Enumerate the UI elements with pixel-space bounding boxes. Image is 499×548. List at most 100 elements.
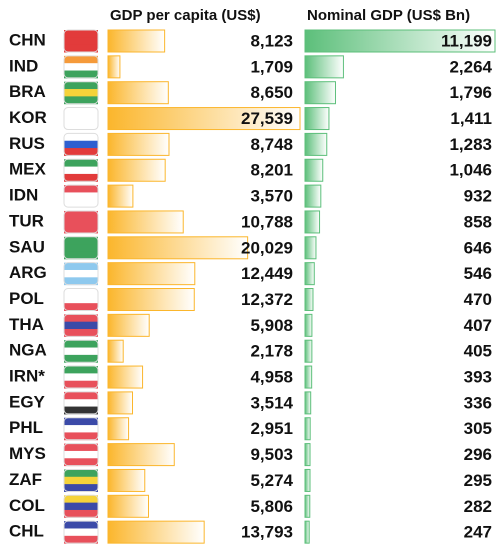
data-bar [107, 313, 150, 337]
flag-stripe [64, 406, 98, 415]
value-label: 5,806 [250, 497, 293, 516]
data-bar [107, 417, 130, 441]
flag-stripe [64, 107, 98, 116]
country-code: THA [9, 315, 44, 334]
value-label: 470 [464, 290, 492, 309]
flag-stripe [64, 262, 98, 271]
flag-stripe [64, 81, 98, 90]
value-label: 27,539 [241, 109, 293, 128]
flag-border [63, 443, 99, 467]
data-bar [107, 132, 170, 156]
data-bar [304, 468, 311, 492]
value-label: 1,046 [449, 161, 492, 180]
country-code: CHL [9, 522, 44, 541]
value-label: 646 [464, 238, 492, 257]
flag-stripe [64, 425, 98, 433]
flag-stripe [64, 210, 98, 219]
flag-stripe [64, 476, 98, 485]
data-bar [107, 288, 195, 311]
country-code: SAU [9, 237, 45, 256]
flag-stripe [64, 96, 98, 105]
data-bar [107, 184, 134, 208]
value-label: 393 [464, 368, 492, 387]
value-label: 336 [464, 393, 492, 412]
country-code: CHN [9, 30, 46, 49]
flag-stripe [64, 354, 98, 363]
flag-stripe [64, 173, 98, 182]
flag-stripe [64, 458, 98, 467]
value-label: 858 [464, 212, 492, 231]
country-code: IDN [9, 186, 38, 205]
flag-stripe [64, 37, 98, 46]
data-bar [304, 210, 321, 234]
data-bar [107, 443, 175, 467]
flag-stripe [64, 329, 98, 337]
data-bar [107, 210, 184, 234]
flag-stripe [64, 495, 98, 504]
flag-border [63, 158, 99, 182]
flag-stripe [64, 185, 98, 193]
data-bar [304, 107, 330, 131]
value-label: 305 [464, 419, 492, 438]
flag-border [63, 468, 99, 492]
value-label: 20,029 [241, 238, 293, 257]
flag-border [63, 236, 99, 260]
flag-stripe [64, 380, 98, 389]
flag-stripe [64, 314, 98, 323]
value-label: 295 [464, 471, 492, 490]
flag-border [63, 107, 99, 131]
flag-stripe [64, 192, 98, 201]
flag-stripe [64, 303, 98, 311]
country-code: MEX [9, 160, 47, 179]
flag-border [63, 29, 99, 53]
flag-stripe [64, 199, 98, 208]
value-label: 10,788 [241, 212, 293, 231]
value-label: 11,199 [441, 31, 492, 50]
value-label: 247 [464, 523, 492, 542]
flag-stripe [64, 70, 98, 79]
data-bar [304, 313, 313, 337]
flag-stripe [64, 63, 98, 72]
flag-stripe [64, 535, 98, 544]
flag-border [63, 365, 99, 389]
flag-stripe [64, 251, 98, 260]
value-label: 8,748 [250, 135, 293, 154]
data-bar [304, 417, 311, 441]
flag-stripe [64, 166, 98, 175]
flag-stripe [64, 469, 98, 478]
value-label: 405 [464, 342, 492, 361]
flag-stripe [64, 244, 98, 252]
value-label: 407 [464, 316, 492, 335]
value-label: 1,796 [449, 83, 492, 102]
value-label: 12,372 [241, 290, 293, 309]
flag-stripe [64, 399, 98, 408]
data-bar [304, 184, 322, 208]
country-code: POL [9, 289, 44, 308]
data-bar [304, 339, 313, 363]
country-code: COL [9, 496, 45, 515]
country-code: TUR [9, 211, 44, 230]
flag-border [63, 262, 99, 286]
flag-border [63, 81, 99, 105]
column-header: GDP per capita (US$) [110, 7, 261, 24]
flag-border [63, 132, 99, 156]
country-code: KOR [9, 108, 47, 127]
flag-border [63, 391, 99, 415]
flag-border [63, 210, 99, 234]
flag-stripe [64, 140, 98, 149]
country-code: ARG [9, 263, 47, 282]
country-code: IND [9, 56, 38, 75]
data-bar [304, 81, 336, 105]
data-bar [304, 391, 312, 415]
data-bar [304, 29, 496, 53]
column-header: Nominal GDP (US$ Bn) [307, 7, 470, 24]
value-label: 2,951 [250, 419, 293, 438]
flag-stripe [64, 521, 98, 529]
flag-border [63, 339, 99, 363]
flag-stripe [64, 509, 98, 518]
data-bar [107, 158, 166, 182]
country-code: MYS [9, 444, 46, 463]
flag-stripe [64, 502, 98, 511]
flag-stripe [64, 89, 98, 97]
flag-stripe [64, 484, 98, 492]
